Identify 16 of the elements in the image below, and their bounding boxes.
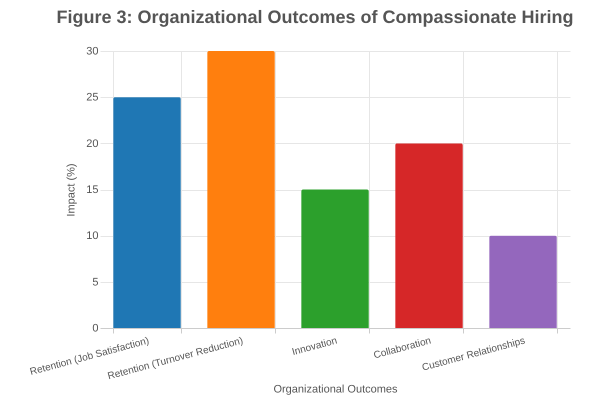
y-axis-title: Impact (%) [65, 163, 78, 217]
y-tick-label: 10 [86, 230, 98, 242]
bar [489, 236, 557, 328]
y-tick-label: 25 [86, 92, 98, 104]
x-axis-title: Organizational Outcomes [273, 383, 398, 396]
bar [207, 51, 275, 328]
y-tick-label: 0 [92, 322, 98, 334]
bar [113, 97, 181, 328]
y-tick-label: 5 [92, 276, 98, 288]
bar [301, 190, 369, 328]
y-tick-label: 20 [86, 138, 98, 150]
y-tick-label: 30 [86, 46, 98, 58]
chart-title: Figure 3: Organizational Outcomes of Compassionate Hiring [56, 7, 574, 27]
x-tick-label: Innovation [290, 336, 338, 358]
bar [395, 143, 463, 328]
y-tick-label: 15 [86, 184, 98, 196]
